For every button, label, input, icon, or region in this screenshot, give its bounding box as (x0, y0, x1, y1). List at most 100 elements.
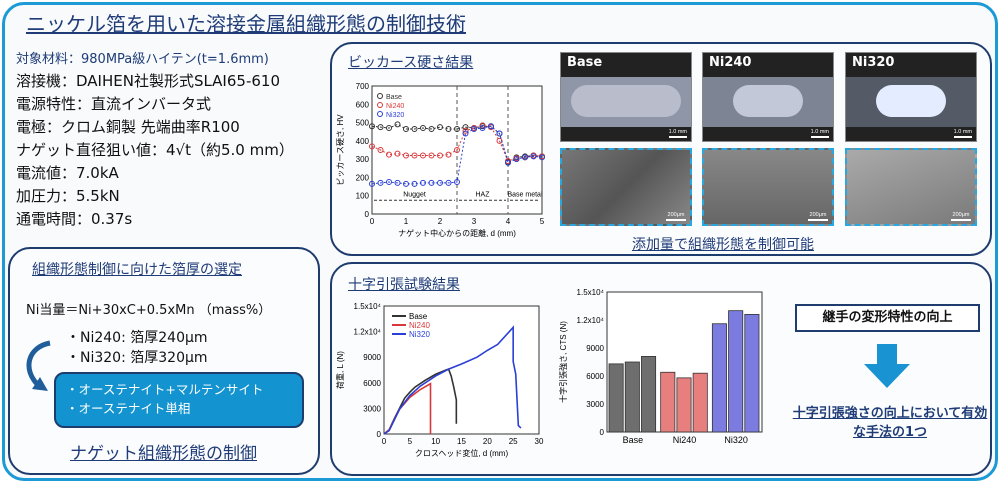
category-label: Ni240 (673, 435, 697, 445)
region-label: Nugget (403, 192, 426, 199)
legend-label: Ni240 (386, 103, 404, 110)
x-axis-label: ナゲット中心からの距離, d (mm) (398, 228, 516, 238)
data-point (471, 125, 477, 132)
y-tick-label: 600 (356, 100, 370, 109)
x-tick-label: 4 (506, 217, 511, 226)
x-tick-label: 2 (438, 217, 443, 226)
phase-item: ・オーステナイト単相 (66, 401, 191, 416)
plot-area (383, 305, 540, 435)
data-point (445, 179, 452, 186)
bar (624, 361, 640, 433)
data-point (513, 156, 520, 163)
spec-line: 電源特性：直流インバータ式 (16, 95, 212, 113)
x-tick-label: 5 (408, 437, 413, 446)
x-tick-label: 0 (382, 437, 387, 446)
data-point (394, 150, 401, 157)
data-point (411, 152, 418, 159)
data-point (403, 152, 409, 159)
x-tick-label: 0 (370, 217, 375, 226)
bar (744, 314, 760, 433)
y-tick-label: 1.2x10⁴ (354, 328, 382, 337)
bar (641, 356, 657, 433)
data-point (386, 179, 392, 185)
y-tick-label: 0 (600, 428, 605, 437)
data-point (505, 159, 511, 166)
legend-label: Ni320 (386, 112, 404, 119)
legend-label: Ni240 (409, 321, 430, 330)
key-finding-box: 継手の変形特性の向上 (795, 304, 980, 332)
y-tick-label: 1.5x10⁴ (577, 288, 605, 297)
data-point (462, 124, 469, 131)
legend-label: Ni320 (409, 330, 430, 339)
data-point (420, 179, 426, 186)
series-line-Ni240 (371, 124, 543, 162)
y-tick-label: 3000 (586, 400, 604, 409)
data-point (530, 153, 537, 160)
result-text: 十字引張強さの向上において有効な手法の1つ (792, 406, 988, 440)
data-point (522, 154, 528, 161)
welding-conditions: 対象材料：980MPa級ハイテン(t=1.6mm) 溶接機：DAIHEN社製形式… (16, 50, 294, 231)
tensile-heading: 十字引張試験結果 (348, 277, 460, 293)
y-tick-label: 3000 (363, 404, 381, 413)
y-tick-label: 0 (365, 210, 370, 219)
x-tick-label: 15 (457, 437, 466, 446)
data-point (377, 124, 384, 131)
region-label: HAZ (476, 192, 491, 199)
y-tick-label: 6000 (586, 372, 604, 381)
x-tick-label: 25 (509, 437, 518, 446)
scale-bar: 200μm (951, 212, 971, 221)
phase-item: ・オーステナイト+マルテンサイト (66, 382, 264, 397)
y-tick-label: 300 (356, 155, 370, 164)
scale-bar: 1.0 mm (953, 129, 972, 138)
data-point (386, 151, 392, 158)
y-tick-label: 200 (356, 173, 370, 182)
macro-image-base: Base 1.0 mm (560, 52, 692, 142)
bar (660, 371, 676, 433)
bar (608, 363, 624, 433)
data-point (411, 125, 418, 132)
data-point (505, 157, 511, 164)
nugget-control-caption: ナゲット組織形態の制御 (70, 444, 257, 464)
scale-label: 1.0 mm (953, 129, 972, 135)
data-point (369, 143, 375, 150)
data-point (454, 179, 460, 185)
bar (676, 377, 692, 433)
x-tick-label: 3 (472, 217, 477, 226)
data-point (411, 180, 418, 187)
spec-line: ナゲット直径狙い値：4√t（約5.0 mm） (16, 141, 294, 159)
scale-label: 1.0 mm (810, 129, 829, 135)
foil-item: ・Ni320: 箔厚320μm (66, 350, 208, 366)
bar (692, 372, 708, 433)
data-point (420, 152, 426, 159)
legend-label: Base (386, 94, 402, 101)
hardness-heading: ビッカース硬さ結果 (348, 55, 474, 71)
y-tick-label: 6000 (363, 379, 381, 388)
y-tick-label: 9000 (363, 353, 381, 362)
data-point (369, 180, 375, 187)
phase-box: ・オーステナイト+マルテンサイト ・オーステナイト単相 (54, 372, 304, 428)
y-tick-label: 500 (356, 119, 370, 128)
micrograph-ni320: 200μm (845, 148, 977, 226)
scale-bar: 200μm (666, 212, 686, 221)
data-point (403, 125, 409, 132)
bar (728, 310, 744, 433)
y-axis-label: 荷重, L (N) (335, 351, 345, 389)
spec-line: 通電時間：0.37s (16, 210, 133, 228)
cts-bar-chart: 0 3000 6000 9000 1.2x10⁴ 1.5x10⁴ 十字引張強さ, CTS (… (558, 288, 763, 445)
data-point (496, 130, 503, 137)
data-point (437, 152, 443, 159)
y-tick-label: 400 (356, 137, 370, 146)
spec-line: 加圧力：5.5kN (16, 187, 120, 205)
data-point (462, 130, 469, 137)
scale-label: 200μm (667, 212, 685, 218)
data-point (428, 125, 435, 132)
scale-label: 1.0 mm (668, 129, 687, 135)
spec-line: 電極：クロム銅製 先端曲率R100 (16, 118, 240, 136)
ni-equivalent-formula: Ni当量＝Ni+30xC+0.5xMn （mass%） (26, 303, 272, 318)
bar (711, 323, 727, 433)
data-point (437, 124, 443, 131)
y-tick-label: 1.2x10⁴ (577, 316, 605, 325)
legend-marker (377, 93, 383, 99)
data-point (437, 179, 443, 186)
x-tick-label: 10 (431, 437, 440, 446)
